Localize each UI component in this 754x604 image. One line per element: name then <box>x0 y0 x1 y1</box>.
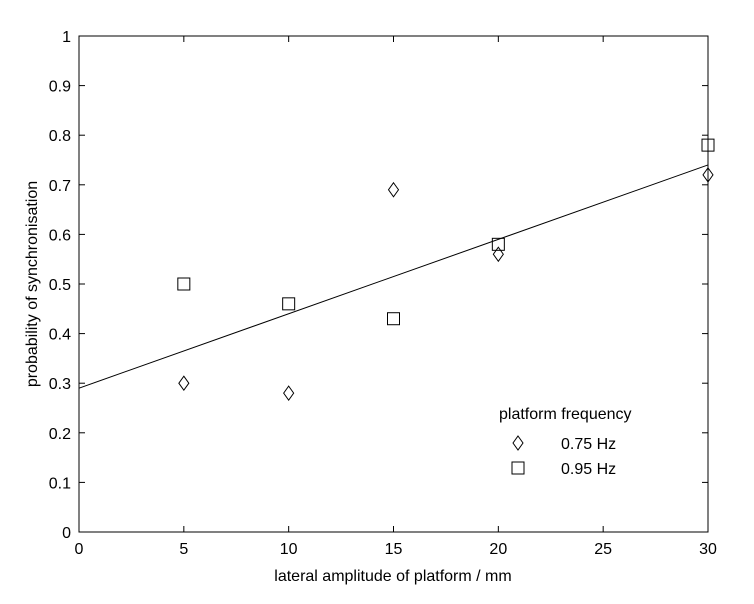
y-tick-label: 0.1 <box>49 475 71 492</box>
data-point-square <box>491 237 505 251</box>
x-axis-label: lateral amplitude of platform / mm <box>274 568 511 585</box>
data-point-square <box>701 138 715 152</box>
fit-line-group <box>78 164 709 389</box>
axis-ticks: 0 5 10 15 20 25 30 0 0.1 0.2 0.3 0.4 0.5 0.6 0.7 0.8 0.9… <box>49 29 717 558</box>
y-tick-label: 0.7 <box>49 178 71 195</box>
data-point-diamond <box>387 181 400 198</box>
data-point-diamond <box>702 167 714 183</box>
data-points <box>177 138 715 401</box>
x-tick-label: 15 <box>385 541 403 558</box>
y-tick-label: 0 <box>62 525 71 542</box>
data-point-square <box>387 312 400 326</box>
legend-diamond-icon <box>512 435 524 451</box>
y-tick-label: 1 <box>62 29 71 46</box>
x-tick-label: 30 <box>699 541 717 558</box>
legend-label-1: 0.95 Hz <box>561 461 616 478</box>
legend-square-icon <box>511 461 525 475</box>
data-point-square <box>282 297 296 311</box>
data-point-diamond <box>178 375 190 392</box>
x-tick-label: 0 <box>75 541 84 558</box>
x-tick-label: 5 <box>179 541 188 558</box>
legend-marker-diamond <box>512 435 524 451</box>
data-point-square <box>177 277 191 291</box>
y-tick-label: 0.3 <box>49 376 71 393</box>
x-tick-label: 10 <box>280 541 298 558</box>
data-point-diamond <box>283 385 295 401</box>
fit-line <box>78 164 709 389</box>
x-tick-label: 20 <box>489 541 507 558</box>
data-point-diamond <box>492 246 504 263</box>
y-tick-label: 0.6 <box>49 227 71 244</box>
y-tick-label: 0.5 <box>49 277 71 294</box>
x-tick-label: 25 <box>594 541 612 558</box>
legend: platform frequency 0.75 Hz 0.95 Hz <box>499 406 632 478</box>
y-tick-label: 0.4 <box>49 327 71 344</box>
y-tick-label: 0.2 <box>49 426 71 443</box>
legend-title: platform frequency <box>499 406 632 423</box>
plot-area <box>78 35 709 533</box>
legend-marker-square <box>511 461 525 475</box>
legend-label-0: 0.75 Hz <box>561 436 616 453</box>
y-tick-label: 0.9 <box>49 79 71 96</box>
y-axis-label: probability of synchronisation <box>24 181 41 387</box>
y-tick-label: 0.8 <box>49 128 71 145</box>
